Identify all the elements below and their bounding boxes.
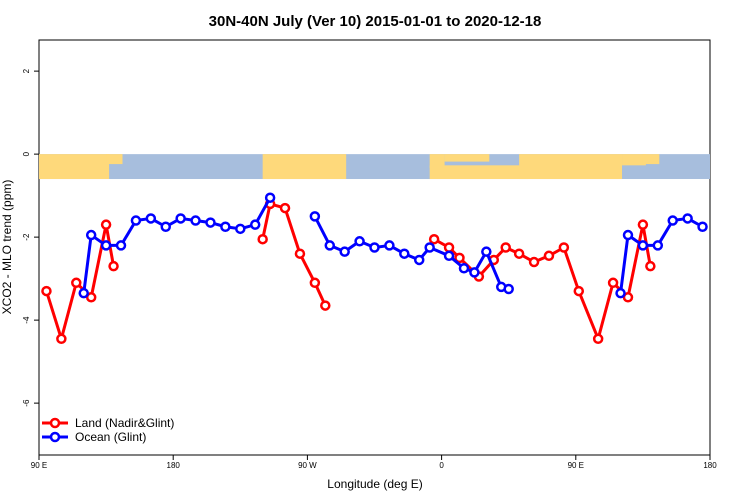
data-point-ocean (481, 246, 492, 257)
data-point-land (71, 277, 82, 289)
data-point-ocean (369, 242, 380, 253)
data-point-ocean (130, 215, 142, 226)
data-point-ocean (160, 221, 171, 232)
map-land-japan (642, 154, 660, 165)
x-tick-label: 90 E (31, 461, 47, 470)
data-point-land (528, 256, 540, 268)
data-point-land (443, 242, 455, 253)
data-point-land (607, 277, 619, 289)
data-point-ocean (615, 287, 626, 299)
x-tick-label: 180 (167, 461, 181, 470)
data-point-land (100, 219, 112, 230)
data-point-ocean (85, 229, 97, 241)
data-point-ocean (115, 240, 127, 251)
data-point-land (257, 233, 268, 245)
x-tick-label: 90 W (298, 461, 317, 470)
data-point-land (543, 250, 555, 262)
data-point-land (428, 233, 440, 245)
data-point-ocean (235, 223, 246, 235)
data-point-land (309, 277, 321, 289)
y-axis-label: XCO2 - MLO trend (ppm) (0, 180, 14, 315)
data-point-land (320, 300, 331, 311)
data-point-ocean (469, 267, 480, 278)
map-land-north-america (262, 154, 347, 180)
legend-label-land: Land (Nadir&Glint) (75, 416, 174, 430)
data-point-ocean (413, 254, 425, 266)
x-tick-label: 0 (439, 461, 444, 470)
y-axis: 2 0 -2 -4 -6 (22, 68, 39, 407)
data-point-ocean (667, 215, 678, 226)
x-axis-label: Longitude (deg E) (327, 477, 422, 491)
data-point-land (645, 260, 656, 272)
data-point-ocean (324, 240, 336, 251)
data-point-ocean (100, 240, 112, 251)
legend-marker-land (49, 417, 61, 429)
map-land-central-asia (519, 154, 623, 180)
plot-frame (38, 39, 711, 456)
series-line-ocean (619, 216, 704, 294)
data-point-land (279, 202, 291, 214)
chart-title: 30N-40N July (Ver 10) 2015-01-01 to 2020… (209, 13, 542, 30)
data-point-land (592, 333, 604, 345)
map-land-iberia (429, 154, 445, 168)
data-point-ocean (205, 217, 216, 228)
legend-label-ocean: Ocean (Glint) (75, 430, 146, 444)
y-tick-label: 2 (22, 68, 31, 73)
data-point-ocean (399, 248, 410, 259)
data-point-land (513, 248, 525, 259)
map-land-africa-middle-east (429, 165, 529, 180)
series-layer (41, 192, 708, 345)
data-point-ocean (443, 250, 455, 262)
x-tick-label: 90 E (568, 461, 584, 470)
data-point-land (56, 333, 67, 345)
data-point-ocean (682, 213, 693, 224)
data-point-ocean (175, 213, 186, 224)
y-tick-label: 0 (22, 151, 31, 156)
data-point-land (558, 242, 570, 253)
map-land-asia (39, 154, 110, 180)
data-point-ocean (145, 213, 157, 224)
data-point-land (500, 242, 511, 253)
data-point-land (85, 292, 97, 303)
data-point-ocean (264, 192, 276, 203)
data-point-ocean (458, 263, 470, 274)
data-point-ocean (697, 221, 708, 232)
data-point-ocean (503, 283, 514, 295)
data-point-ocean (220, 221, 231, 232)
map-land-east-asia (622, 154, 646, 166)
y-tick-label: -6 (22, 399, 31, 407)
data-point-land (108, 260, 119, 272)
data-point-land (454, 252, 465, 264)
data-point-ocean (622, 229, 634, 241)
data-point-ocean (354, 236, 365, 247)
data-point-ocean (637, 240, 649, 251)
data-point-ocean (424, 242, 435, 253)
map-land-mediterranean-europe (444, 154, 490, 162)
world-map-band (39, 154, 710, 180)
data-point-ocean (384, 240, 395, 251)
series-line-ocean (82, 196, 272, 294)
data-point-ocean (190, 215, 201, 226)
data-point-ocean (78, 287, 89, 299)
data-point-ocean (339, 246, 350, 257)
y-tick-label: -4 (22, 316, 31, 324)
legend-marker-ocean (49, 431, 61, 443)
data-point-ocean (652, 240, 664, 251)
data-point-ocean (309, 211, 321, 222)
y-tick-label: -2 (22, 233, 31, 241)
map-land-japan (106, 154, 123, 165)
legend: Land (Nadir&Glint)Ocean (Glint) (42, 416, 174, 444)
data-point-land (294, 248, 306, 259)
data-point-land (41, 285, 52, 297)
data-point-land (637, 219, 649, 230)
data-point-land (573, 285, 585, 297)
x-axis: 90 E 180 90 W 0 90 E 180 (31, 455, 717, 470)
x-tick-label: 180 (703, 461, 717, 470)
data-point-ocean (249, 219, 261, 230)
data-point-land (622, 292, 634, 303)
